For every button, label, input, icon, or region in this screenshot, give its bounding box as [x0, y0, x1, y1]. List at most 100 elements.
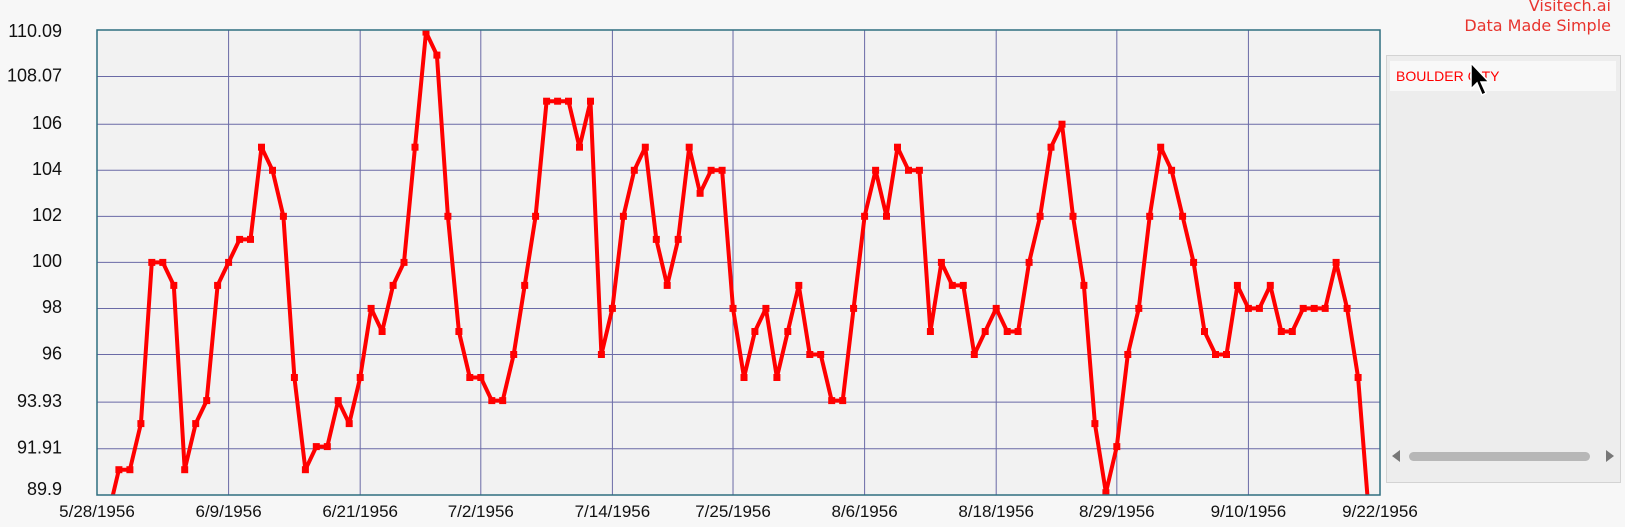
- data-point[interactable]: [1168, 166, 1176, 174]
- data-point[interactable]: [1179, 212, 1187, 220]
- scroll-left-arrow-icon[interactable]: [1392, 450, 1400, 462]
- data-point[interactable]: [937, 258, 945, 266]
- data-point[interactable]: [784, 328, 792, 335]
- data-point[interactable]: [400, 258, 408, 266]
- data-point[interactable]: [905, 166, 912, 174]
- data-point[interactable]: [861, 212, 869, 220]
- data-point[interactable]: [499, 397, 507, 405]
- data-point[interactable]: [269, 166, 276, 174]
- data-point[interactable]: [477, 374, 485, 381]
- data-point[interactable]: [521, 281, 529, 289]
- data-point[interactable]: [1146, 212, 1154, 220]
- data-point[interactable]: [148, 258, 156, 266]
- data-point[interactable]: [718, 166, 726, 174]
- data-point[interactable]: [532, 212, 540, 220]
- data-point[interactable]: [554, 97, 562, 105]
- data-point[interactable]: [334, 397, 342, 405]
- data-point[interactable]: [115, 466, 123, 474]
- data-point[interactable]: [1047, 143, 1055, 151]
- data-point[interactable]: [433, 51, 441, 59]
- data-point[interactable]: [795, 281, 803, 289]
- data-point[interactable]: [1266, 281, 1274, 289]
- data-point[interactable]: [1190, 258, 1198, 266]
- data-point[interactable]: [1091, 420, 1099, 428]
- data-point[interactable]: [1299, 304, 1307, 312]
- data-point[interactable]: [926, 328, 934, 335]
- data-point[interactable]: [323, 443, 331, 451]
- data-point[interactable]: [1025, 258, 1033, 266]
- data-point[interactable]: [674, 235, 682, 243]
- data-point[interactable]: [729, 304, 737, 312]
- data-point[interactable]: [378, 328, 386, 335]
- data-point[interactable]: [762, 304, 770, 312]
- data-point[interactable]: [543, 97, 551, 105]
- data-point[interactable]: [236, 235, 244, 243]
- data-point[interactable]: [1003, 328, 1011, 335]
- data-point[interactable]: [488, 397, 496, 405]
- data-point[interactable]: [740, 374, 748, 381]
- data-point[interactable]: [1321, 304, 1329, 312]
- data-point[interactable]: [411, 143, 419, 151]
- data-point[interactable]: [1277, 328, 1285, 335]
- data-point[interactable]: [883, 212, 890, 220]
- data-point[interactable]: [707, 166, 715, 174]
- data-point[interactable]: [806, 351, 814, 358]
- data-point[interactable]: [367, 304, 375, 312]
- data-point[interactable]: [422, 29, 430, 36]
- data-point[interactable]: [1223, 351, 1230, 358]
- data-point[interactable]: [258, 143, 265, 151]
- data-point[interactable]: [597, 351, 605, 358]
- data-point[interactable]: [510, 351, 518, 358]
- data-point[interactable]: [181, 466, 189, 474]
- data-point[interactable]: [1113, 443, 1121, 451]
- data-point[interactable]: [663, 281, 671, 289]
- data-point[interactable]: [773, 374, 781, 381]
- data-point[interactable]: [1201, 328, 1208, 335]
- data-point[interactable]: [389, 281, 397, 289]
- legend-scrollbar[interactable]: [1392, 448, 1614, 464]
- data-point[interactable]: [587, 97, 594, 105]
- data-point[interactable]: [1069, 212, 1077, 220]
- data-point[interactable]: [1080, 281, 1088, 289]
- data-point[interactable]: [1124, 351, 1132, 358]
- data-point[interactable]: [1157, 143, 1165, 151]
- data-point[interactable]: [1233, 281, 1241, 289]
- data-point[interactable]: [356, 374, 364, 381]
- data-point[interactable]: [1135, 304, 1143, 312]
- data-point[interactable]: [1288, 328, 1296, 335]
- data-point[interactable]: [126, 466, 134, 474]
- scroll-right-arrow-icon[interactable]: [1606, 450, 1614, 462]
- data-point[interactable]: [981, 328, 989, 335]
- data-point[interactable]: [1332, 258, 1340, 266]
- data-point[interactable]: [576, 143, 583, 151]
- data-point[interactable]: [828, 397, 836, 405]
- data-point[interactable]: [992, 304, 1000, 312]
- data-point[interactable]: [641, 143, 649, 151]
- data-point[interactable]: [630, 166, 638, 174]
- data-point[interactable]: [959, 281, 967, 289]
- scroll-thumb[interactable]: [1409, 452, 1590, 461]
- data-point[interactable]: [1014, 328, 1022, 335]
- data-point[interactable]: [214, 281, 222, 289]
- data-point[interactable]: [1058, 120, 1066, 128]
- data-point[interactable]: [608, 304, 616, 312]
- data-point[interactable]: [137, 420, 145, 428]
- data-point[interactable]: [970, 351, 978, 358]
- data-point[interactable]: [1036, 212, 1044, 220]
- data-point[interactable]: [159, 258, 167, 266]
- data-point[interactable]: [565, 97, 572, 105]
- data-point[interactable]: [192, 420, 200, 428]
- data-point[interactable]: [915, 166, 923, 174]
- data-point[interactable]: [170, 281, 178, 289]
- data-point[interactable]: [279, 212, 287, 220]
- data-point[interactable]: [652, 235, 660, 243]
- data-point[interactable]: [444, 212, 452, 220]
- legend-item-boulder-city[interactable]: BOULDER CITY: [1390, 61, 1616, 91]
- data-point[interactable]: [1255, 304, 1263, 312]
- data-point[interactable]: [894, 143, 901, 151]
- data-point[interactable]: [345, 420, 353, 428]
- data-point[interactable]: [203, 397, 211, 405]
- data-point[interactable]: [685, 143, 693, 151]
- data-point[interactable]: [247, 235, 254, 243]
- data-point[interactable]: [850, 304, 858, 312]
